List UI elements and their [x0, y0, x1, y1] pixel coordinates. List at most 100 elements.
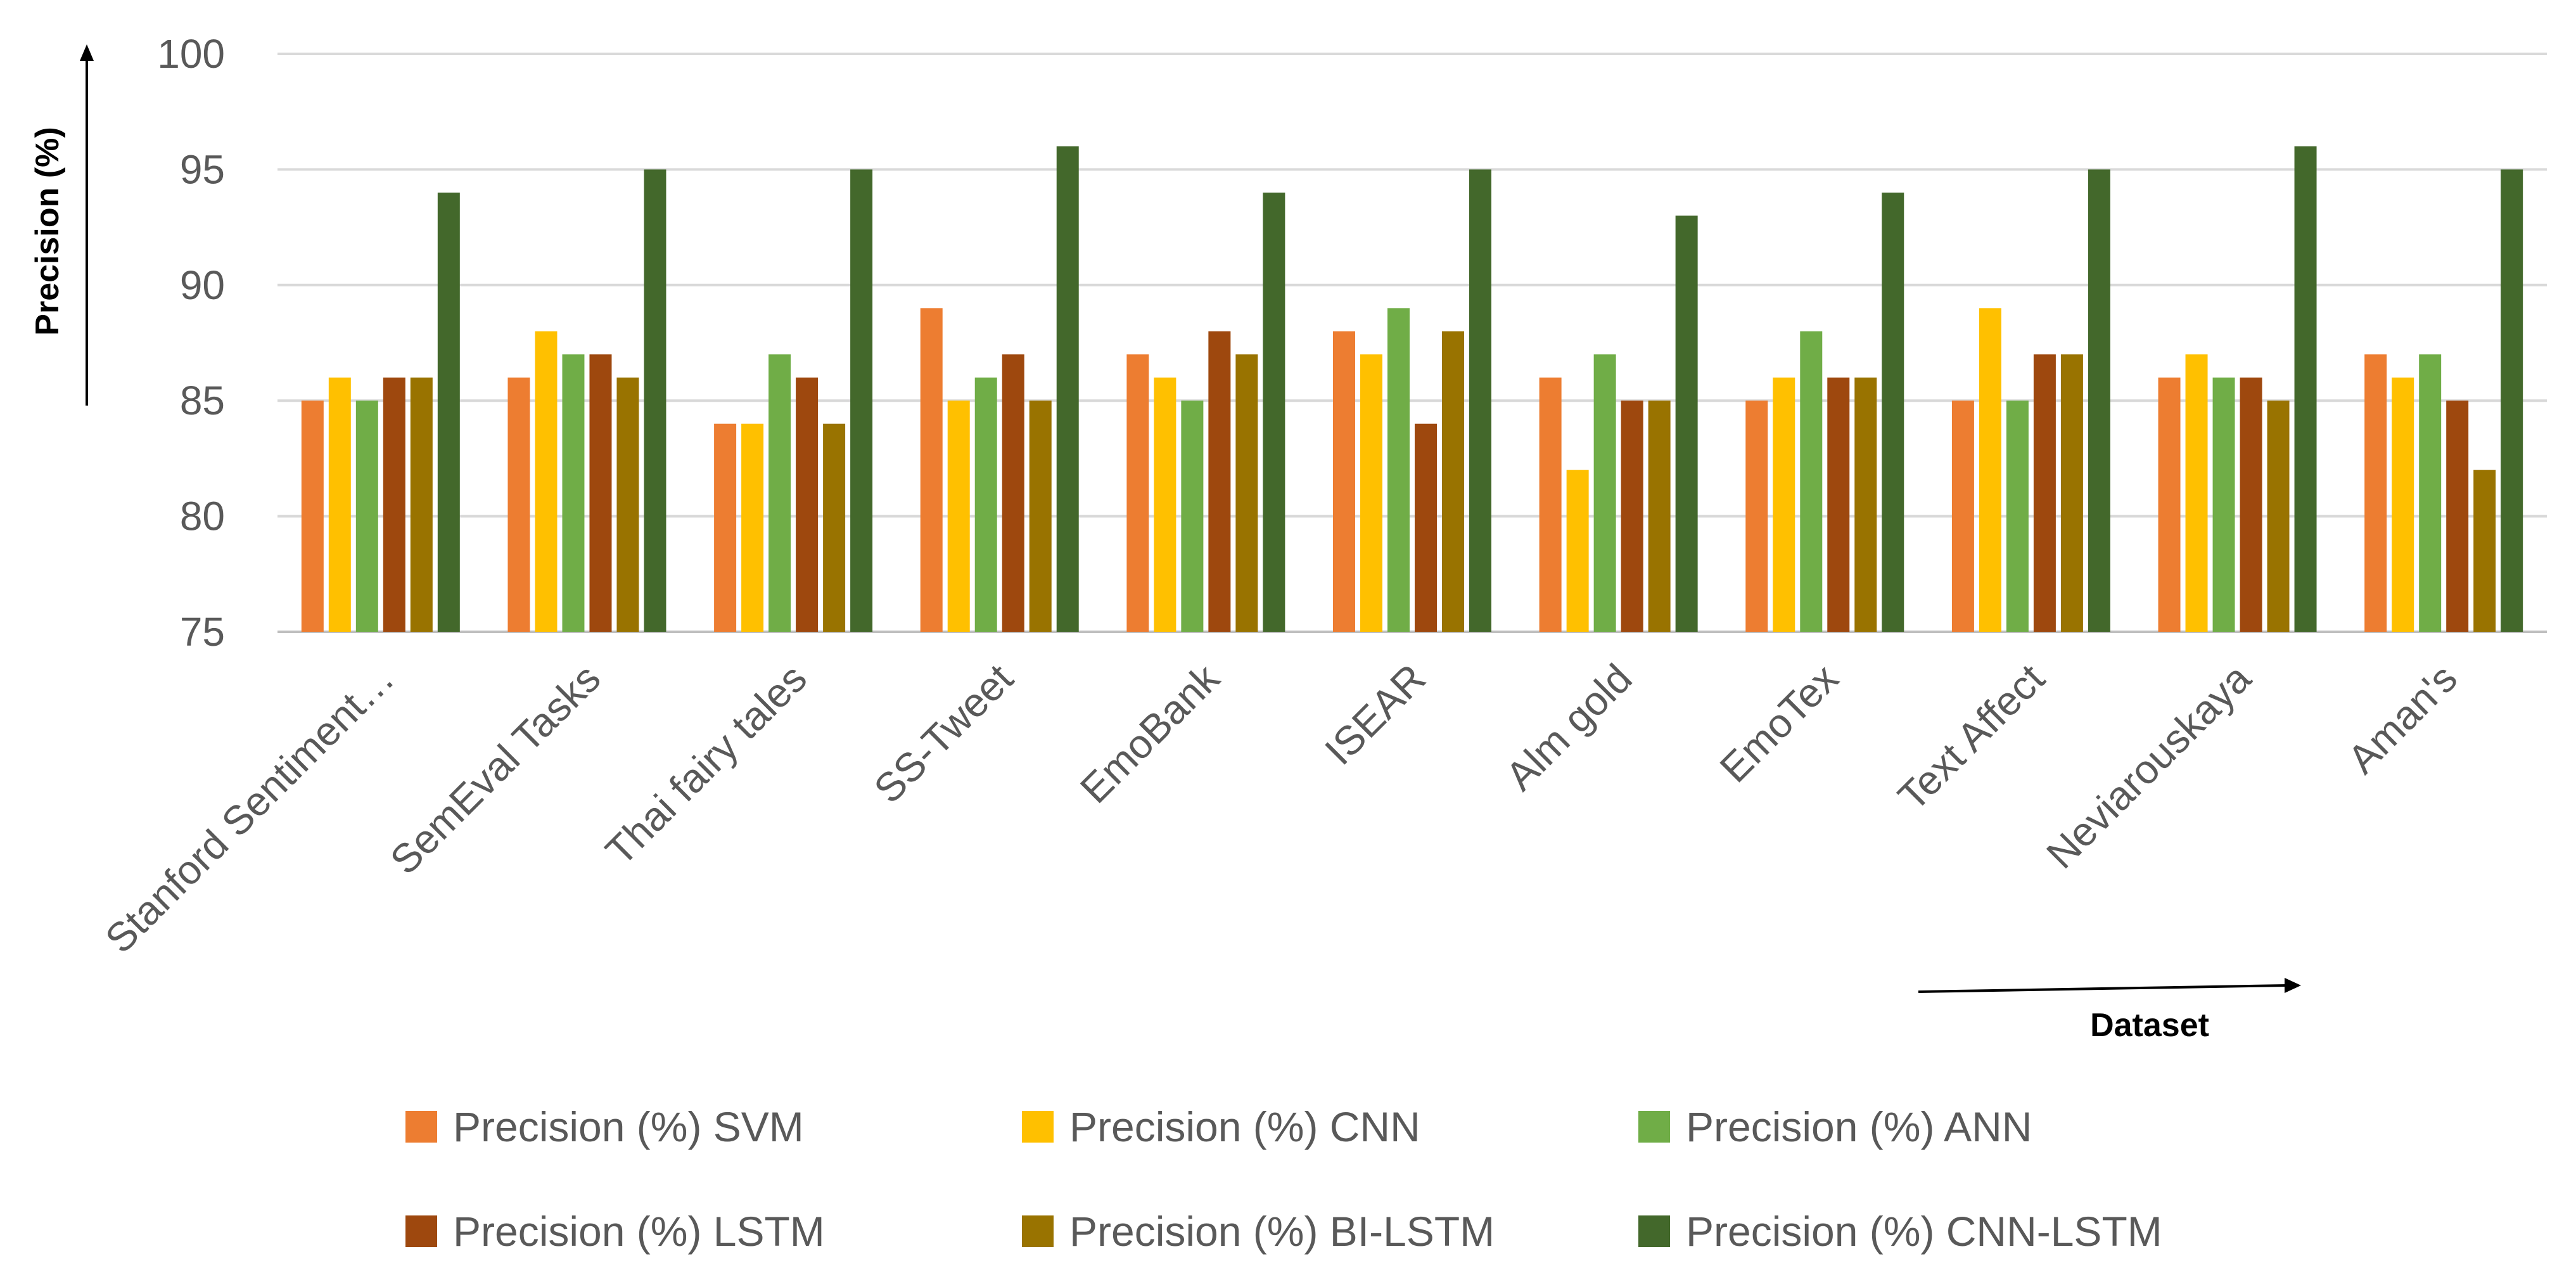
bar	[1648, 401, 1671, 632]
bar	[1621, 401, 1643, 632]
y-tick-labels: 75 80 85 90 95 100	[157, 31, 225, 655]
bar	[2006, 401, 2029, 632]
bar	[535, 331, 558, 632]
y-tick-label: 95	[180, 146, 225, 192]
legend-label: Precision (%) LSTM	[453, 1208, 825, 1255]
bar	[2185, 354, 2208, 632]
x-category-label: EmoTex	[1711, 655, 1847, 791]
bar	[2446, 401, 2469, 632]
x-axis-title: Dataset	[2090, 1007, 2209, 1044]
legend-swatch	[405, 1111, 437, 1143]
bar	[1675, 215, 1698, 632]
bar	[1951, 401, 1974, 632]
bar	[1800, 331, 1823, 632]
bar	[1539, 377, 1562, 632]
x-category-label: Text Affect	[1889, 655, 2053, 819]
bar	[1056, 146, 1079, 632]
bar	[1181, 401, 1204, 632]
bar	[1387, 308, 1410, 632]
bar	[2240, 377, 2262, 632]
bar	[1854, 377, 1877, 632]
bar	[328, 377, 351, 632]
bar	[2033, 354, 2056, 632]
legend: Precision (%) SVM Precision (%) CNN Precis…	[405, 1103, 2162, 1255]
bar	[1029, 401, 1052, 632]
x-category-label: Stanford Sentiment…	[96, 655, 403, 962]
bar	[1208, 331, 1231, 632]
legend-label: Precision (%) SVM	[453, 1103, 804, 1150]
bar	[410, 377, 433, 632]
legend-swatch	[405, 1215, 437, 1247]
bar	[1126, 354, 1149, 632]
legend-label: Precision (%) ANN	[1686, 1103, 2032, 1150]
bar	[2364, 354, 2387, 632]
bar	[1154, 377, 1176, 632]
bar	[1415, 423, 1437, 632]
y-tick-label: 75	[180, 609, 225, 655]
x-axis-title-group: Dataset	[1918, 978, 2301, 1044]
bar	[741, 423, 764, 632]
bar	[301, 401, 324, 632]
bar	[1745, 401, 1768, 632]
x-category-label: ISEAR	[1316, 655, 1434, 774]
x-axis-arrowhead	[2285, 978, 2301, 993]
bar	[2267, 401, 2290, 632]
bar	[2501, 169, 2523, 632]
bar	[507, 377, 530, 632]
y-tick-label: 100	[157, 31, 225, 77]
bar	[2294, 146, 2317, 632]
y-tick-label: 85	[180, 378, 225, 423]
bar	[823, 423, 846, 632]
x-category-label: Thai fairy tales	[597, 655, 815, 874]
bar	[796, 377, 819, 632]
bar	[2158, 377, 2181, 632]
legend-swatch	[1638, 1111, 1670, 1143]
bar	[2088, 169, 2110, 632]
bar	[383, 377, 405, 632]
bar	[1469, 169, 1491, 632]
bar	[1979, 308, 2001, 632]
x-category-label: SemEval Tasks	[381, 655, 609, 883]
y-tick-label: 90	[180, 262, 225, 308]
x-category-label: Alm gold	[1497, 655, 1641, 799]
bar	[1593, 354, 1616, 632]
bar	[2212, 377, 2235, 632]
bar	[2419, 354, 2442, 632]
bar	[1002, 354, 1024, 632]
bar	[589, 354, 612, 632]
y-tick-label: 80	[180, 494, 225, 539]
y-axis-arrowhead	[80, 44, 94, 61]
legend-swatch	[1022, 1215, 1054, 1247]
legend-label: Precision (%) CNN	[1069, 1103, 1420, 1150]
bar	[768, 354, 791, 632]
bar	[920, 308, 943, 632]
bar	[1566, 470, 1589, 632]
legend-label: Precision (%) BI-LSTM	[1069, 1208, 1495, 1255]
bar	[1882, 192, 1904, 632]
bar	[355, 401, 378, 632]
y-axis-title: Precision (%)	[29, 127, 66, 335]
bar	[1263, 192, 1285, 632]
bar	[2473, 470, 2496, 632]
x-category-label: Aman's	[2339, 655, 2466, 782]
bar	[1827, 377, 1850, 632]
bar	[2060, 354, 2083, 632]
bar	[947, 401, 970, 632]
legend-swatch	[1638, 1215, 1670, 1247]
bar	[437, 192, 460, 632]
bar	[1333, 331, 1355, 632]
bar	[974, 377, 997, 632]
x-axis-arrow-line	[1918, 984, 2288, 993]
x-category-label: SS-Tweet	[865, 655, 1022, 812]
bar	[1773, 377, 1795, 632]
bar	[714, 423, 737, 632]
bars	[301, 146, 2523, 632]
legend-label: Precision (%) CNN-LSTM	[1686, 1208, 2162, 1255]
x-category-label: EmoBank	[1071, 655, 1228, 812]
bar	[1442, 331, 1464, 632]
legend-swatch	[1022, 1111, 1054, 1143]
bar	[644, 169, 666, 632]
y-axis-title-group: Precision (%)	[29, 44, 94, 406]
